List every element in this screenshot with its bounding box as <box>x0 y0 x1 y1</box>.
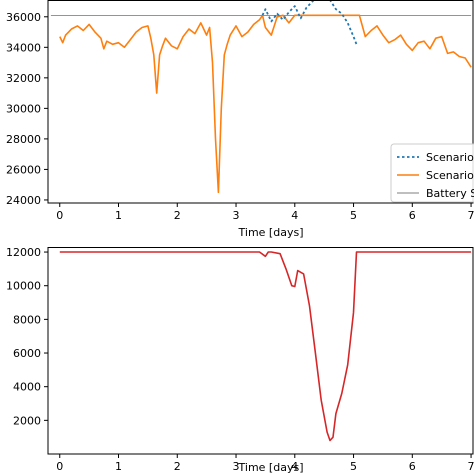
top-chart-legend: Scenario Scenario Battery S <box>390 143 474 203</box>
y-tick-label: 10000 <box>6 280 41 293</box>
x-tick-label: 2 <box>174 209 181 222</box>
x-tick-label: 2 <box>174 460 181 473</box>
series-line-scenario-1 <box>59 14 472 194</box>
x-tick-label: 1 <box>115 209 122 222</box>
x-tick-label: 3 <box>233 460 240 473</box>
x-tick-label: 4 <box>291 209 298 222</box>
top-chart-x-axis-label: Time [days] <box>238 226 304 239</box>
x-tick-label: 5 <box>350 209 357 222</box>
bottom-chart-frame <box>47 247 474 455</box>
x-tick-label: 3 <box>233 209 240 222</box>
x-tick-label: 6 <box>409 460 416 473</box>
top-chart-frame <box>47 0 474 204</box>
legend-label: Scenario <box>426 151 474 164</box>
y-tick-label: 28000 <box>6 133 41 146</box>
top-chart-lines <box>50 0 472 194</box>
y-tick-label: 12000 <box>6 246 41 259</box>
legend-box <box>390 143 474 203</box>
y-tick-label: 34000 <box>6 41 41 54</box>
series-line-series-0 <box>59 251 472 442</box>
bottom-chart-ticks: 0 1 2 3 4 5 6 7 2000 4000 6000 8000 10000 12000 <box>6 246 474 473</box>
y-tick-label: 2000 <box>13 414 41 427</box>
y-tick-label: 24000 <box>6 194 41 207</box>
x-tick-label: 7 <box>468 209 474 222</box>
y-tick-label: 6000 <box>13 347 41 360</box>
x-tick-label: 5 <box>350 460 357 473</box>
y-tick-label: 8000 <box>13 313 41 326</box>
top-chart: 0 1 2 3 4 5 6 7 24000 26000 28000 30000 32000 34000 36… <box>6 0 474 239</box>
y-tick-label: 4000 <box>13 381 41 394</box>
legend-label: Scenario <box>426 169 474 182</box>
x-tick-label: 0 <box>56 209 63 222</box>
y-tick-label: 36000 <box>6 11 41 24</box>
series-line-scenario-0 <box>261 0 358 45</box>
bottom-chart-lines <box>59 251 472 442</box>
y-tick-label: 32000 <box>6 72 41 85</box>
x-tick-label: 1 <box>115 460 122 473</box>
y-tick-label: 26000 <box>6 163 41 176</box>
y-tick-label: 30000 <box>6 102 41 115</box>
legend-label: Battery S <box>426 187 474 200</box>
bottom-chart: 0 1 2 3 4 5 6 7 2000 4000 6000 8000 10000 12000 Time … <box>6 246 474 474</box>
x-tick-label: 7 <box>468 460 474 473</box>
x-tick-label: 6 <box>409 209 416 222</box>
bottom-chart-x-axis-label: Time [days] <box>238 461 304 474</box>
x-tick-label: 4 <box>291 460 298 473</box>
top-chart-ticks: 0 1 2 3 4 5 6 7 24000 26000 28000 30000 32000 34000 36… <box>6 11 474 222</box>
x-tick-label: 0 <box>56 460 63 473</box>
